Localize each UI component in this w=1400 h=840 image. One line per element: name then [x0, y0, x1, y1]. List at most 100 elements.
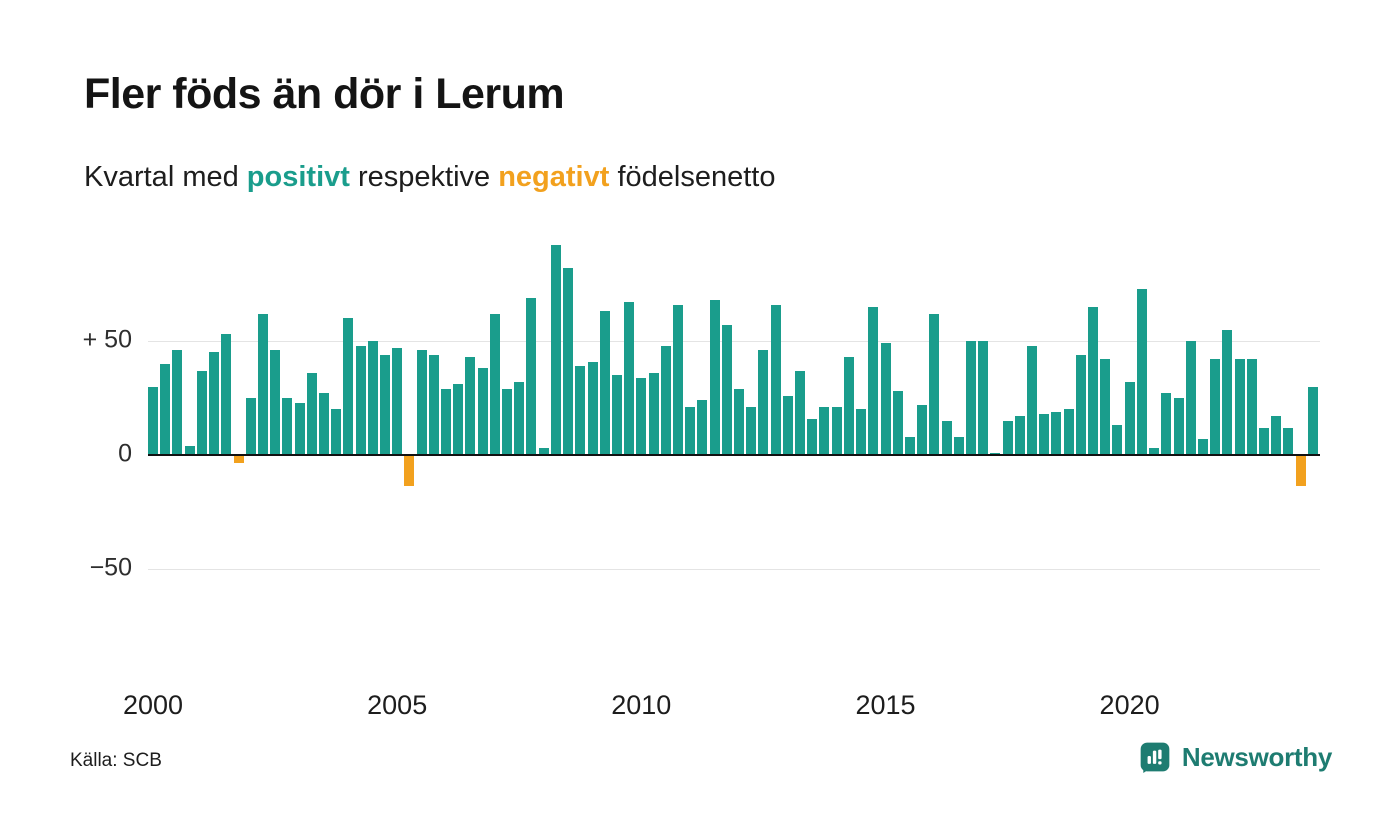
bar: [1271, 416, 1282, 455]
bar: [758, 350, 769, 455]
bar: [270, 350, 281, 455]
bar: [355, 345, 366, 455]
bar: [526, 297, 537, 455]
bar: [734, 388, 744, 455]
bar: [294, 402, 305, 455]
bar: [1234, 359, 1245, 455]
bar: [1027, 345, 1037, 455]
bar: [1283, 427, 1294, 455]
bar: [1075, 354, 1086, 455]
bar: [502, 388, 512, 455]
bar: [978, 341, 989, 455]
bar: [1124, 382, 1135, 455]
bar: [550, 245, 561, 455]
bar: [1088, 306, 1098, 455]
bar: [843, 357, 854, 455]
bar: [660, 345, 671, 455]
source-text: Källa: SCB: [70, 750, 162, 771]
bar: [1295, 456, 1306, 486]
bar: [489, 313, 500, 455]
x-axis-label: 2015: [855, 690, 916, 720]
bar: [1173, 398, 1184, 455]
bar: [221, 334, 232, 455]
subtitle-text-1: Kvartal med: [84, 161, 247, 193]
bar: [1014, 416, 1025, 455]
bar: [648, 372, 659, 455]
bar: [1051, 411, 1062, 455]
bar: [892, 391, 903, 455]
bar: [172, 350, 183, 455]
bar: [392, 347, 403, 455]
gridline: [148, 569, 1320, 570]
bar: [709, 300, 720, 455]
bar: [611, 375, 622, 455]
bar: [477, 368, 488, 455]
subtitle-negative-word: negativt: [498, 161, 610, 193]
bar: [1161, 393, 1172, 455]
bar: [831, 407, 842, 455]
bar: [245, 398, 256, 455]
bar: [685, 407, 696, 455]
plot-area: + 50 0 −50 2000 2005 2010 2015 2020: [83, 235, 1320, 720]
x-axis-label: 2005: [367, 690, 428, 720]
bar: [953, 436, 964, 455]
zero-axis-line: [148, 454, 1320, 456]
bar: [1210, 359, 1221, 455]
bar: [746, 407, 757, 455]
bar: [1222, 329, 1233, 455]
bar: [1136, 288, 1147, 455]
bar: [514, 382, 525, 455]
y-axis-label: −50: [89, 553, 132, 582]
bar: [184, 445, 195, 455]
bar: [367, 341, 378, 455]
bar: [770, 304, 781, 455]
subtitle-text-3: födelsenetto: [609, 161, 776, 193]
y-axis-label: + 50: [82, 325, 132, 354]
subtitle-positive-word: positivt: [246, 161, 350, 193]
bar: [1307, 386, 1318, 455]
bar: [782, 395, 793, 455]
bar: [1039, 414, 1050, 455]
newsworthy-brand: Newsworthy: [1138, 740, 1332, 774]
y-axis-label: 0: [118, 439, 132, 468]
bar: [672, 304, 683, 455]
bar: [331, 409, 342, 455]
bar: [160, 363, 171, 455]
bar: [563, 268, 574, 455]
bar: [465, 357, 476, 455]
bar: [282, 398, 293, 455]
bar: [1112, 425, 1123, 455]
bar: [538, 448, 549, 455]
bar: [1258, 427, 1269, 455]
bar: [196, 370, 207, 455]
bar: [587, 361, 598, 455]
bar: [819, 407, 830, 455]
x-axis-label: 2020: [1099, 690, 1160, 720]
bar: [233, 456, 244, 463]
bar: [257, 313, 268, 455]
bar: [721, 325, 732, 455]
bar: [941, 420, 952, 455]
bar: [209, 352, 219, 455]
bar: [1149, 448, 1160, 455]
bar: [624, 302, 635, 455]
subtitle-text-2: respektive: [349, 161, 499, 193]
bar: [990, 452, 1001, 455]
newsworthy-logo-icon: [1138, 740, 1172, 774]
bar: [868, 306, 879, 455]
bar: [929, 313, 940, 455]
bar: [148, 386, 158, 455]
x-axis-label: 2010: [611, 690, 672, 720]
bar: [343, 318, 354, 455]
bar: [416, 350, 427, 455]
newsworthy-brand-text: Newsworthy: [1181, 741, 1332, 772]
chart-subtitle: Kvartal med positivt respektive negativt…: [84, 161, 775, 194]
bar: [965, 341, 976, 455]
bar: [1002, 420, 1013, 455]
bar: [1197, 439, 1208, 455]
bar: [880, 343, 891, 455]
bar: [599, 311, 610, 455]
bar: [441, 388, 451, 455]
bar: [318, 393, 329, 455]
